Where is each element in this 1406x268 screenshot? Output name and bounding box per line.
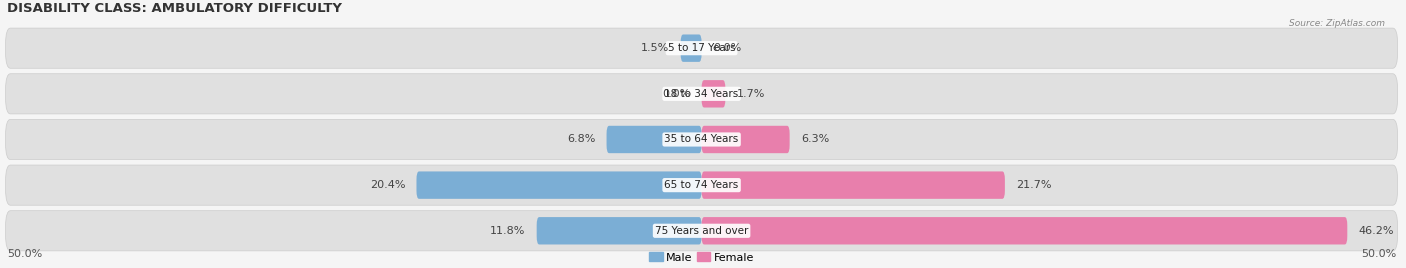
FancyBboxPatch shape [6, 211, 1398, 251]
FancyBboxPatch shape [702, 126, 790, 153]
FancyBboxPatch shape [606, 126, 702, 153]
Text: 6.3%: 6.3% [801, 135, 830, 144]
Text: 5 to 17 Years: 5 to 17 Years [668, 43, 735, 53]
FancyBboxPatch shape [6, 28, 1398, 68]
FancyBboxPatch shape [702, 80, 725, 107]
Legend: Male, Female: Male, Female [645, 248, 758, 267]
Text: 1.7%: 1.7% [737, 89, 765, 99]
Text: 50.0%: 50.0% [7, 249, 42, 259]
Text: 0.0%: 0.0% [662, 89, 690, 99]
Text: Source: ZipAtlas.com: Source: ZipAtlas.com [1289, 19, 1385, 28]
FancyBboxPatch shape [6, 120, 1398, 159]
FancyBboxPatch shape [681, 35, 702, 62]
FancyBboxPatch shape [702, 172, 1005, 199]
Text: 11.8%: 11.8% [491, 226, 526, 236]
Text: 1.5%: 1.5% [641, 43, 669, 53]
Text: DISABILITY CLASS: AMBULATORY DIFFICULTY: DISABILITY CLASS: AMBULATORY DIFFICULTY [7, 2, 342, 15]
Text: 35 to 64 Years: 35 to 64 Years [665, 135, 738, 144]
Text: 50.0%: 50.0% [1361, 249, 1396, 259]
Text: 18 to 34 Years: 18 to 34 Years [665, 89, 738, 99]
FancyBboxPatch shape [6, 165, 1398, 205]
Text: 65 to 74 Years: 65 to 74 Years [665, 180, 738, 190]
FancyBboxPatch shape [6, 74, 1398, 114]
Text: 46.2%: 46.2% [1358, 226, 1393, 236]
FancyBboxPatch shape [537, 217, 702, 244]
Text: 21.7%: 21.7% [1017, 180, 1052, 190]
Text: 0.0%: 0.0% [713, 43, 741, 53]
FancyBboxPatch shape [416, 172, 702, 199]
Text: 6.8%: 6.8% [567, 135, 595, 144]
Text: 75 Years and over: 75 Years and over [655, 226, 748, 236]
Text: 20.4%: 20.4% [370, 180, 405, 190]
FancyBboxPatch shape [702, 217, 1347, 244]
